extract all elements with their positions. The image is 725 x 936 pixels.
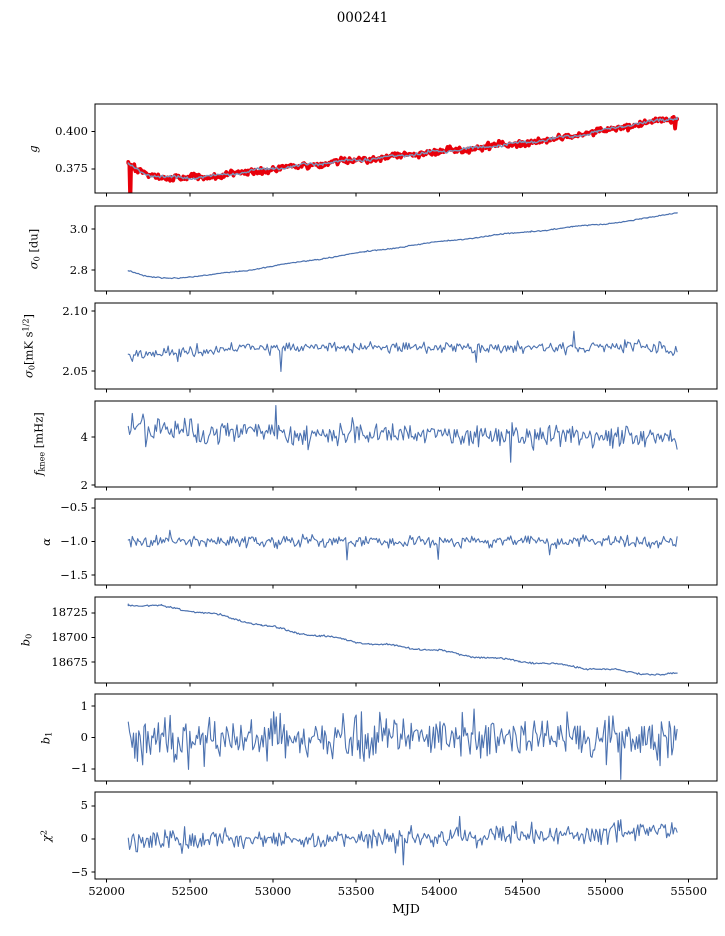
panel-frame-sigma0-du bbox=[94, 205, 718, 292]
y-tick-label-fknee: 2 bbox=[80, 477, 88, 492]
y-tick-label-alpha: −1.0 bbox=[60, 533, 88, 548]
y-axis-label-alpha: α bbox=[39, 538, 53, 546]
series-b1 bbox=[127, 708, 678, 780]
y-tick-label-b1: 0 bbox=[80, 730, 88, 744]
x-tick-label: 54500 bbox=[504, 884, 541, 898]
series-sigma0-du bbox=[127, 212, 678, 280]
y-tick-label-sigma0-du: 2.8 bbox=[69, 262, 88, 277]
y-tick-label-fknee: 4 bbox=[80, 429, 88, 444]
panel-frame-alpha bbox=[94, 498, 718, 586]
y-axis-label-sigma0-mK: σ0[mK s1/2] bbox=[21, 314, 37, 378]
y-axis-label-b1: b1 bbox=[38, 731, 54, 744]
y-tick-label-g: 0.375 bbox=[55, 161, 88, 176]
figure-title: 000241 bbox=[336, 10, 389, 26]
panel-frame-sigma0-mK bbox=[94, 302, 718, 390]
y-axis-label-b0: b0 bbox=[18, 633, 34, 647]
x-tick-label: 53000 bbox=[254, 884, 292, 898]
x-tick-label: 53500 bbox=[337, 884, 375, 898]
panel-frame-fknee bbox=[94, 400, 718, 488]
y-tick-label-b1: −1 bbox=[71, 761, 88, 776]
y-tick-label-g: 0.400 bbox=[55, 124, 88, 139]
x-tick-label: 55000 bbox=[587, 884, 624, 898]
y-axis-label-chi2: χ2 bbox=[39, 829, 53, 842]
series-sigma0-mK bbox=[127, 330, 678, 372]
series-g-measured bbox=[126, 115, 679, 193]
series-chi2 bbox=[127, 815, 678, 866]
panel-frame-b0 bbox=[94, 596, 718, 684]
series-fknee bbox=[127, 405, 678, 463]
x-tick-label: 52500 bbox=[171, 884, 209, 898]
series-b0 bbox=[127, 603, 678, 676]
x-tick-label: 54000 bbox=[420, 884, 458, 898]
y-tick-label-b1: 1 bbox=[80, 698, 88, 713]
y-tick-label-sigma0-mK: 2.10 bbox=[62, 303, 88, 318]
y-tick-label-alpha: −0.5 bbox=[60, 500, 88, 515]
y-tick-label-sigma0-du: 3.0 bbox=[69, 221, 88, 236]
y-tick-label-chi2: 5 bbox=[80, 798, 88, 813]
series-alpha bbox=[127, 529, 678, 561]
series-g-model bbox=[127, 116, 678, 181]
y-tick-label-chi2: −5 bbox=[71, 864, 88, 879]
y-axis-label-sigma0-du: σ0 [du] bbox=[26, 228, 42, 269]
y-axis-label-g: g bbox=[26, 144, 40, 153]
x-axis-label: MJD bbox=[392, 901, 420, 916]
x-tick-label: 55500 bbox=[670, 884, 708, 898]
panel-frame-chi2 bbox=[94, 791, 718, 880]
y-tick-label-b0: 18675 bbox=[51, 654, 88, 669]
x-tick-label: 52000 bbox=[88, 884, 125, 898]
y-tick-label-sigma0-mK: 2.05 bbox=[62, 363, 88, 378]
y-tick-label-b0: 18725 bbox=[51, 605, 88, 620]
y-tick-label-chi2: 0 bbox=[80, 831, 88, 846]
panel-frame-g bbox=[94, 103, 718, 194]
y-tick-label-alpha: −1.5 bbox=[60, 567, 88, 582]
y-tick-label-b0: 18700 bbox=[51, 629, 88, 644]
y-axis-label-fknee: fknee [mHz] bbox=[31, 412, 47, 476]
